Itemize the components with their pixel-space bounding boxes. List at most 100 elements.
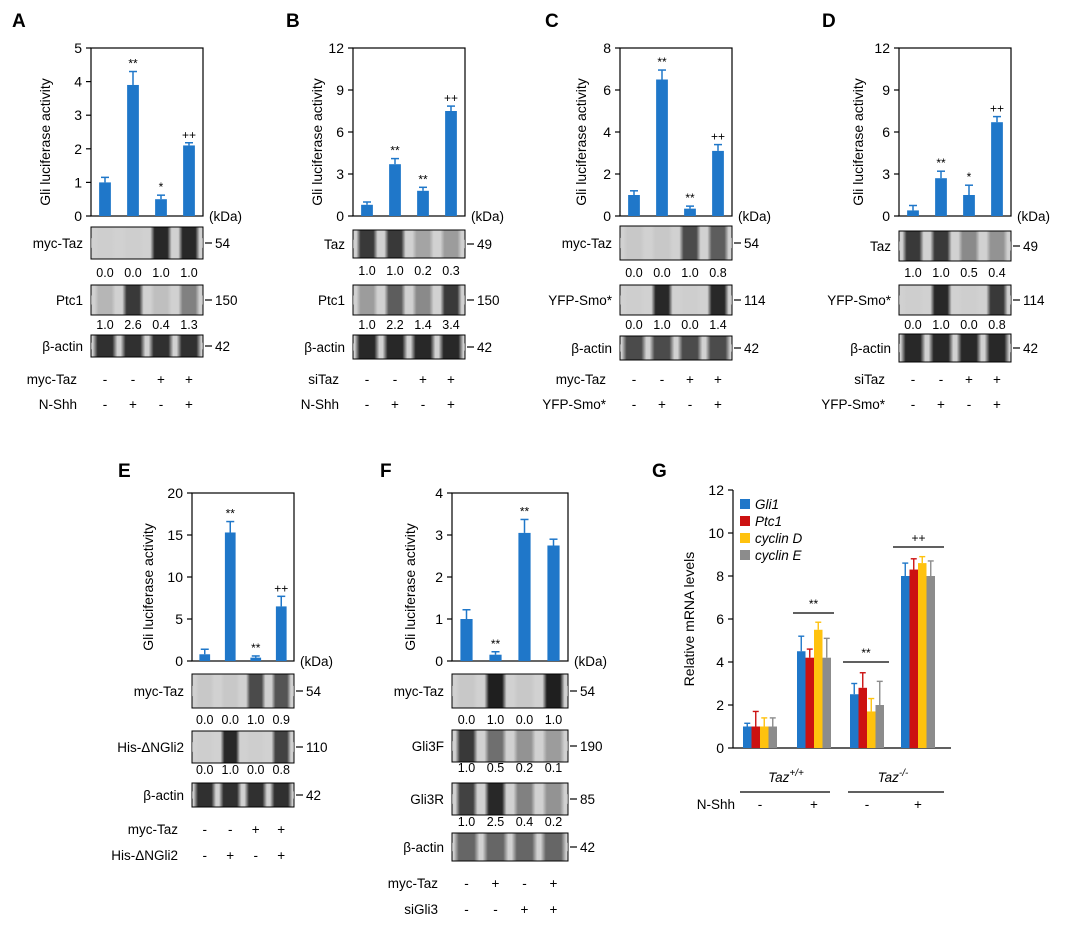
condition-label: myc-Taz — [556, 372, 606, 387]
condition-sign: - — [758, 797, 763, 812]
bar — [797, 651, 806, 748]
condition-label: siTaz — [854, 372, 885, 387]
y-tick-label: 5 — [74, 40, 82, 56]
bar — [99, 182, 111, 216]
kda-label: (kDa) — [209, 209, 242, 224]
band-quant: 0.2 — [414, 264, 431, 278]
bar — [935, 178, 947, 216]
kda-label: (kDa) — [1017, 209, 1050, 224]
condition-sign: + — [937, 397, 945, 412]
kda-value: 42 — [306, 788, 321, 803]
condition-sign: + — [993, 372, 1001, 387]
y-tick-label: 6 — [603, 82, 611, 98]
bar — [901, 576, 910, 748]
kda-value: 42 — [477, 340, 492, 355]
blot-label: β-actin — [571, 341, 612, 356]
condition-sign: - — [911, 397, 916, 412]
blot-label: Gli3F — [412, 739, 444, 754]
significance-mark: ** — [861, 646, 871, 660]
y-tick-label: 10 — [708, 525, 724, 541]
blot-label: Ptc1 — [318, 293, 345, 308]
condition-sign: - — [967, 397, 972, 412]
y-axis-label: Gli luciferase activity — [402, 523, 418, 651]
blot-band-core — [91, 295, 203, 305]
band-quant: 0.0 — [625, 318, 642, 332]
condition-sign: - — [865, 797, 870, 812]
blot-label: β-actin — [42, 339, 83, 354]
bar — [822, 657, 831, 748]
band-quant: 2.2 — [386, 318, 403, 332]
condition-sign: + — [277, 822, 285, 837]
blot-label: His-ΔNGli2 — [117, 740, 184, 755]
condition-sign: + — [447, 397, 455, 412]
condition-sign: + — [521, 902, 529, 917]
genotype-base: Taz — [878, 770, 900, 785]
blot-band-core — [192, 742, 294, 752]
panel-letter: G — [652, 461, 667, 482]
y-axis-label: Gli luciferase activity — [37, 78, 53, 206]
band-quant: 1.0 — [653, 318, 670, 332]
y-tick-label: 3 — [74, 107, 82, 123]
y-tick-label: 8 — [716, 568, 724, 584]
y-axis-label: Gli luciferase activity — [573, 78, 589, 206]
blot-band-core — [353, 295, 465, 305]
blot-label: myc-Taz — [562, 236, 612, 251]
kda-label: (kDa) — [738, 209, 771, 224]
significance-mark: ++ — [990, 102, 1004, 116]
condition-sign: - — [911, 372, 916, 387]
blot-label: myc-Taz — [134, 684, 184, 699]
band-quant: 0.9 — [273, 713, 290, 727]
kda-value: 150 — [215, 293, 238, 308]
legend-entry: Ptc1 — [755, 514, 782, 529]
genotype-label: Taz+/+ — [768, 768, 804, 785]
band-quant: 1.0 — [932, 266, 949, 280]
condition-sign: + — [686, 372, 694, 387]
y-tick-label: 6 — [716, 611, 724, 627]
y-tick-label: 0 — [175, 653, 183, 669]
blot-label: Ptc1 — [56, 293, 83, 308]
condition-sign: - — [228, 822, 233, 837]
bar — [858, 687, 867, 748]
bar — [850, 694, 859, 748]
genotype-superscript: +/+ — [789, 768, 804, 779]
y-tick-label: 2 — [716, 697, 724, 713]
band-quant: 1.0 — [386, 264, 403, 278]
condition-label: YFP-Smo* — [542, 397, 607, 412]
significance-mark: ** — [657, 55, 667, 69]
y-tick-label: 15 — [167, 527, 183, 543]
y-tick-label: 4 — [716, 654, 724, 670]
y-tick-label: 12 — [874, 40, 890, 56]
blot-label: β-actin — [403, 840, 444, 855]
condition-sign: - — [939, 372, 944, 387]
bar — [417, 190, 429, 216]
y-tick-label: 20 — [167, 485, 183, 501]
kda-value: 85 — [580, 792, 595, 807]
blot-label: Gli3R — [410, 792, 444, 807]
condition-sign: - — [632, 372, 637, 387]
condition-sign: + — [157, 372, 165, 387]
y-tick-label: 4 — [435, 485, 443, 501]
legend-swatch — [740, 550, 750, 560]
y-tick-label: 8 — [603, 40, 611, 56]
blot-band-core — [620, 344, 732, 352]
condition-sign: - — [421, 397, 426, 412]
band-quant: 0.0 — [960, 318, 977, 332]
y-axis-label: Gli luciferase activity — [309, 78, 325, 206]
panel-letter: B — [286, 11, 300, 32]
band-quant: 0.8 — [273, 763, 290, 777]
y-tick-label: 2 — [435, 569, 443, 585]
condition-sign: + — [914, 797, 922, 812]
bar — [875, 705, 884, 748]
condition-sign: + — [810, 797, 818, 812]
band-quant: 0.0 — [196, 763, 213, 777]
condition-sign: + — [993, 397, 1001, 412]
kda-value: 110 — [306, 740, 328, 755]
significance-mark: ** — [390, 144, 400, 158]
significance-mark: ** — [520, 504, 530, 518]
y-tick-label: 3 — [882, 166, 890, 182]
blot-band-core — [452, 741, 568, 751]
y-tick-label: 0 — [74, 208, 82, 224]
kda-value: 150 — [477, 293, 500, 308]
bar — [183, 145, 195, 216]
